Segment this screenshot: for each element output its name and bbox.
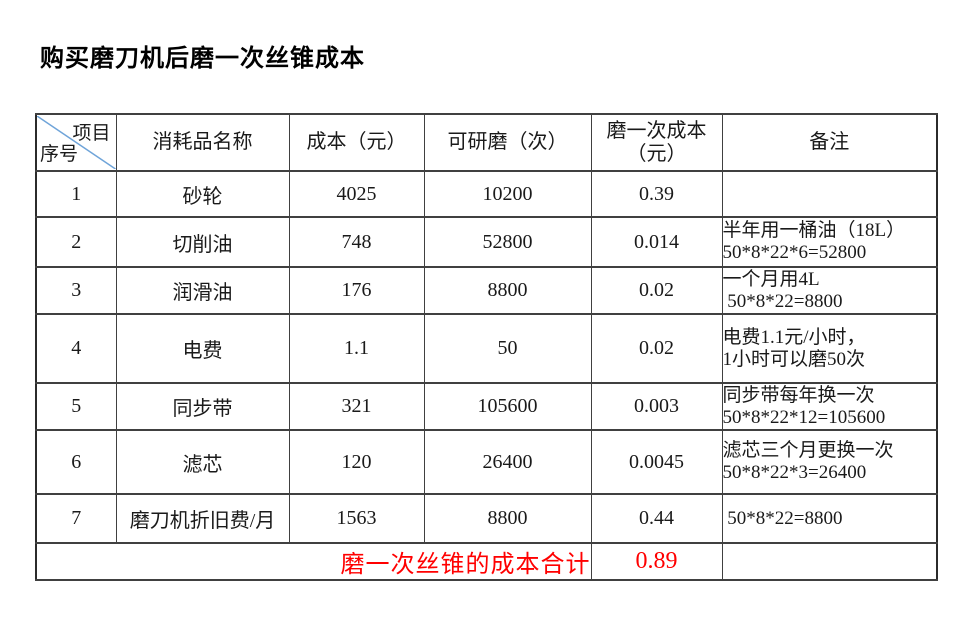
row-4-note: 电费1.1元/小时， 1小时可以磨50次 xyxy=(721,313,938,384)
row-7-unit-cost: 0.44 xyxy=(590,493,723,544)
total-label: 磨一次丝锥的成本合计 xyxy=(35,542,592,581)
row-1-unit-cost: 0.39 xyxy=(590,170,723,218)
row-3-seq: 3 xyxy=(35,266,117,315)
row-6-cost: 120 xyxy=(288,429,425,495)
corner-label-seq: 序号 xyxy=(40,144,79,165)
page-title: 购买磨刀机后磨一次丝锥成本 xyxy=(40,46,365,72)
total-value: 0.89 xyxy=(590,542,723,581)
row-7-note: 50*8*22=8800 xyxy=(721,493,938,544)
diagonal-line xyxy=(37,116,115,169)
table-row: 5 同步带 321 105600 0.003 同步带每年换一次 50*8*22*… xyxy=(35,382,938,431)
row-7-name: 磨刀机折旧费/月 xyxy=(115,493,290,544)
row-6-unit-cost: 0.0045 xyxy=(590,429,723,495)
row-5-unit-cost: 0.003 xyxy=(590,382,723,431)
cost-table: 项目 序号 消耗品名称 成本（元） 可研磨（次） 磨一次成本 （元） 备注 1 … xyxy=(35,113,938,581)
col-header-times: 可研磨（次） xyxy=(423,113,592,172)
row-4-times: 50 xyxy=(423,313,592,384)
row-2-cost: 748 xyxy=(288,216,425,268)
header-row: 项目 序号 消耗品名称 成本（元） 可研磨（次） 磨一次成本 （元） 备注 xyxy=(35,113,938,172)
total-row: 磨一次丝锥的成本合计 0.89 xyxy=(35,542,938,581)
table-row: 3 润滑油 176 8800 0.02 一个月用4L 50*8*22=8800 xyxy=(35,266,938,315)
row-6-note: 滤芯三个月更换一次 50*8*22*3=26400 xyxy=(721,429,938,495)
corner-label-item: 项目 xyxy=(72,123,111,144)
table-row: 1 砂轮 4025 10200 0.39 xyxy=(35,170,938,218)
total-note xyxy=(721,542,938,581)
col-header-note: 备注 xyxy=(721,113,938,172)
row-1-cost: 4025 xyxy=(288,170,425,218)
row-3-times: 8800 xyxy=(423,266,592,315)
row-3-unit-cost: 0.02 xyxy=(590,266,723,315)
row-5-seq: 5 xyxy=(35,382,117,431)
row-1-note xyxy=(721,170,938,218)
row-3-note: 一个月用4L 50*8*22=8800 xyxy=(721,266,938,315)
table-row: 2 切削油 748 52800 0.014 半年用一桶油（18L） 50*8*2… xyxy=(35,216,938,268)
row-2-name: 切削油 xyxy=(115,216,290,268)
row-2-unit-cost: 0.014 xyxy=(590,216,723,268)
row-3-cost: 176 xyxy=(288,266,425,315)
row-7-cost: 1563 xyxy=(288,493,425,544)
corner-header-cell: 项目 序号 xyxy=(35,113,117,172)
row-6-seq: 6 xyxy=(35,429,117,495)
row-5-note: 同步带每年换一次 50*8*22*12=105600 xyxy=(721,382,938,431)
col-header-unit-cost: 磨一次成本 （元） xyxy=(590,113,723,172)
row-7-times: 8800 xyxy=(423,493,592,544)
row-1-times: 10200 xyxy=(423,170,592,218)
row-1-name: 砂轮 xyxy=(115,170,290,218)
table-row: 7 磨刀机折旧费/月 1563 8800 0.44 50*8*22=8800 xyxy=(35,493,938,544)
row-4-unit-cost: 0.02 xyxy=(590,313,723,384)
table-row: 4 电费 1.1 50 0.02 电费1.1元/小时， 1小时可以磨50次 xyxy=(35,313,938,384)
row-4-cost: 1.1 xyxy=(288,313,425,384)
row-2-seq: 2 xyxy=(35,216,117,268)
row-4-seq: 4 xyxy=(35,313,117,384)
row-6-times: 26400 xyxy=(423,429,592,495)
col-header-name: 消耗品名称 xyxy=(115,113,290,172)
row-7-seq: 7 xyxy=(35,493,117,544)
row-6-name: 滤芯 xyxy=(115,429,290,495)
row-3-name: 润滑油 xyxy=(115,266,290,315)
row-1-seq: 1 xyxy=(35,170,117,218)
row-5-name: 同步带 xyxy=(115,382,290,431)
row-4-name: 电费 xyxy=(115,313,290,384)
row-5-times: 105600 xyxy=(423,382,592,431)
col-header-cost: 成本（元） xyxy=(288,113,425,172)
row-2-note: 半年用一桶油（18L） 50*8*22*6=52800 xyxy=(721,216,938,268)
row-2-times: 52800 xyxy=(423,216,592,268)
table-row: 6 滤芯 120 26400 0.0045 滤芯三个月更换一次 50*8*22*… xyxy=(35,429,938,495)
row-5-cost: 321 xyxy=(288,382,425,431)
